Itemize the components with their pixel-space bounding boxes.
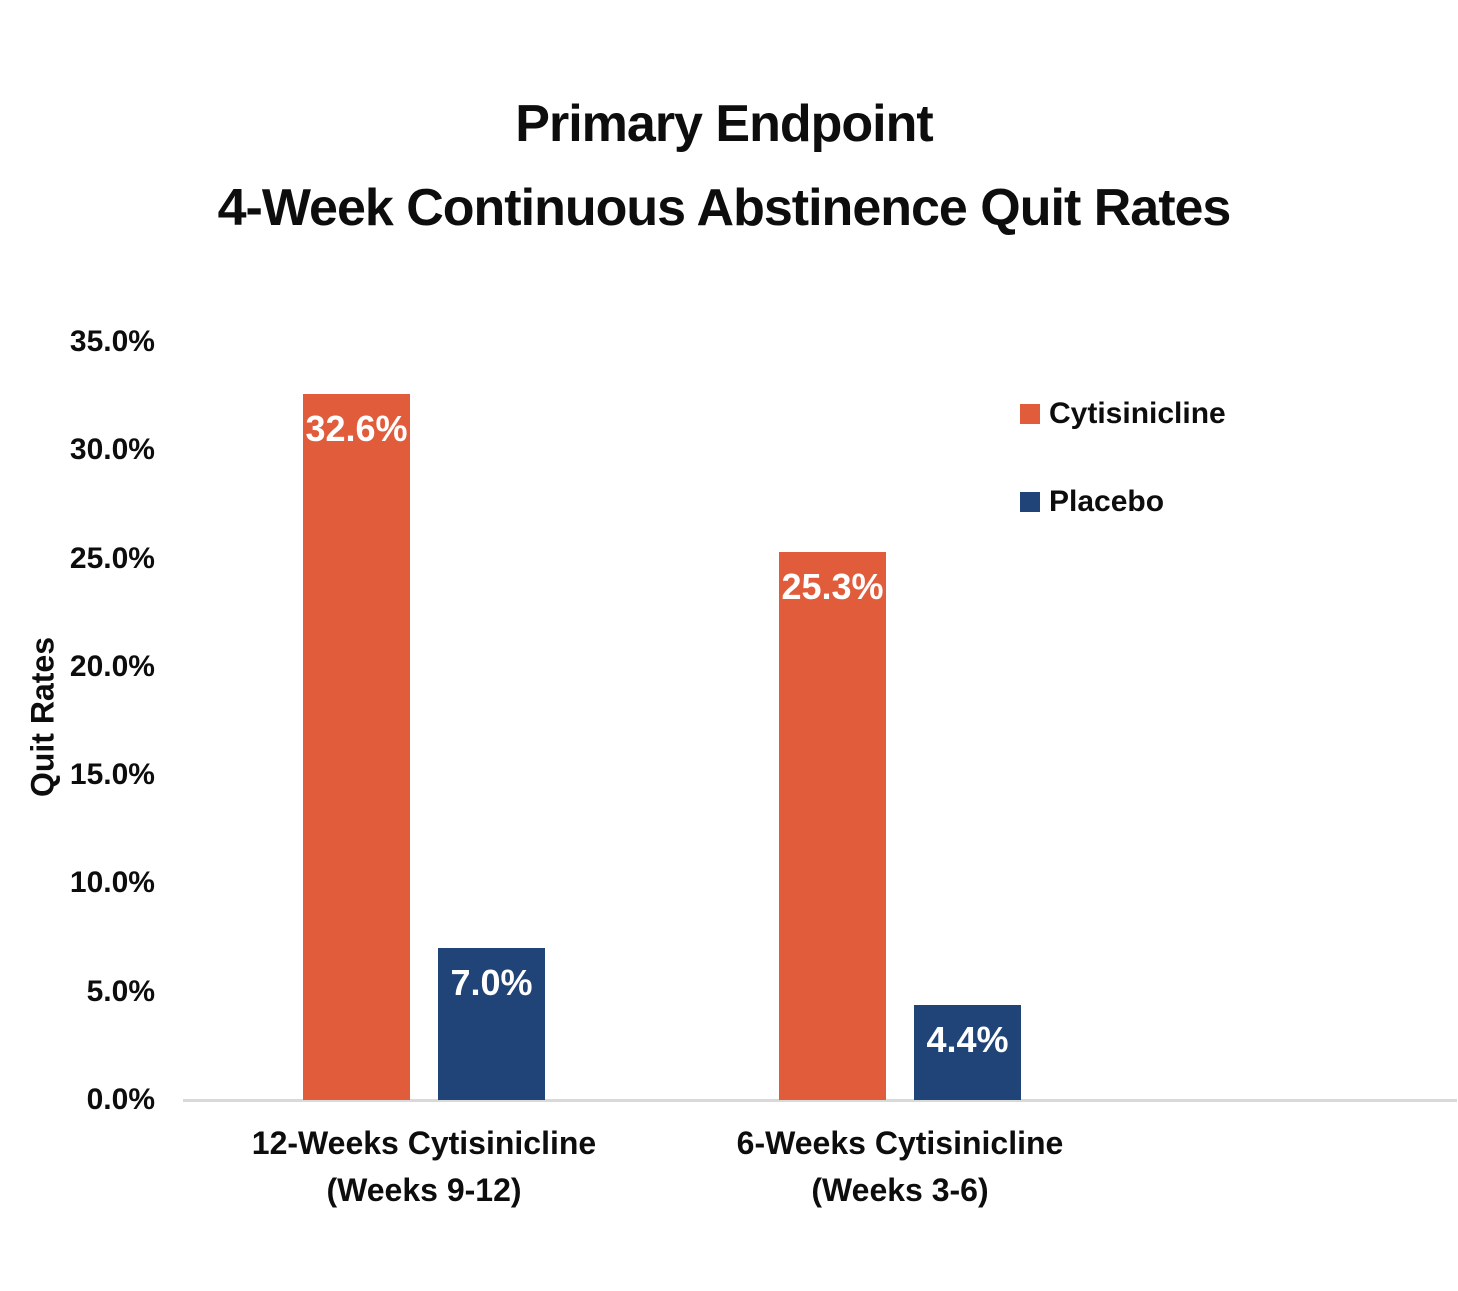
y-axis-tick-label: 5.0% [86, 974, 155, 1008]
x-axis-category-label: 12-Weeks Cytisinicline (Weeks 9-12) [124, 1120, 724, 1214]
legend-swatch-icon [1020, 492, 1040, 512]
legend-item-placebo: Placebo [1020, 485, 1226, 518]
category-label-line1: 6-Weeks Cytisinicline [736, 1125, 1064, 1161]
legend-label: Cytisinicline [1049, 397, 1226, 430]
legend-swatch-icon [1020, 404, 1040, 424]
bar-placebo-group1: 7.0% [438, 948, 545, 1100]
y-axis-tick-label: 15.0% [69, 758, 155, 792]
x-axis-category-label: 6-Weeks Cytisinicline (Weeks 3-6) [600, 1120, 1200, 1214]
legend: Cytisinicline Placebo [1020, 397, 1226, 575]
bar-data-label: 32.6% [305, 407, 408, 449]
legend-label: Placebo [1049, 485, 1165, 518]
y-axis-tick-label: 0.0% [86, 1083, 155, 1116]
y-axis-tick-label: 20.0% [69, 649, 155, 683]
bar-data-label: 7.0% [450, 962, 533, 1004]
bar-cytisinicline-group2: 25.3% [779, 552, 886, 1100]
legend-item-cytisinicline: Cytisinicline [1020, 397, 1226, 430]
bar-placebo-group2: 4.4% [914, 1004, 1021, 1100]
y-axis-tick-label: 35.0% [69, 325, 155, 358]
category-label-line1: 12-Weeks Cytisinicline [251, 1125, 597, 1161]
y-axis-tick-label: 25.0% [69, 541, 155, 575]
bar-data-label: 4.4% [926, 1018, 1009, 1060]
category-label-line2: (Weeks 9-12) [326, 1172, 522, 1208]
chart-title: Primary Endpoint 4-Week Continuous Absti… [0, 82, 1448, 250]
category-label-line2: (Weeks 3-6) [811, 1172, 989, 1208]
x-axis-line [183, 1099, 1457, 1102]
chart-title-line2: 4-Week Continuous Abstinence Quit Rates [217, 179, 1232, 237]
y-axis-tick-label: 10.0% [69, 866, 155, 900]
bar-cytisinicline-group1: 32.6% [303, 393, 410, 1100]
bar-data-label: 25.3% [781, 566, 884, 608]
y-axis-tick-label: 30.0% [69, 433, 155, 467]
chart-title-line1: Primary Endpoint [515, 95, 933, 153]
